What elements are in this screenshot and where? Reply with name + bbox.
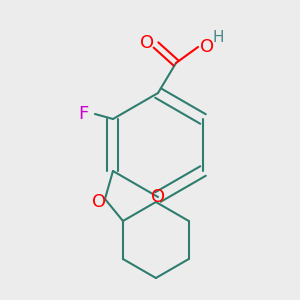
Text: O: O bbox=[151, 188, 165, 206]
Text: O: O bbox=[140, 34, 154, 52]
Text: O: O bbox=[200, 38, 214, 56]
Text: O: O bbox=[92, 193, 106, 211]
Text: F: F bbox=[78, 105, 88, 123]
Text: H: H bbox=[212, 29, 224, 44]
